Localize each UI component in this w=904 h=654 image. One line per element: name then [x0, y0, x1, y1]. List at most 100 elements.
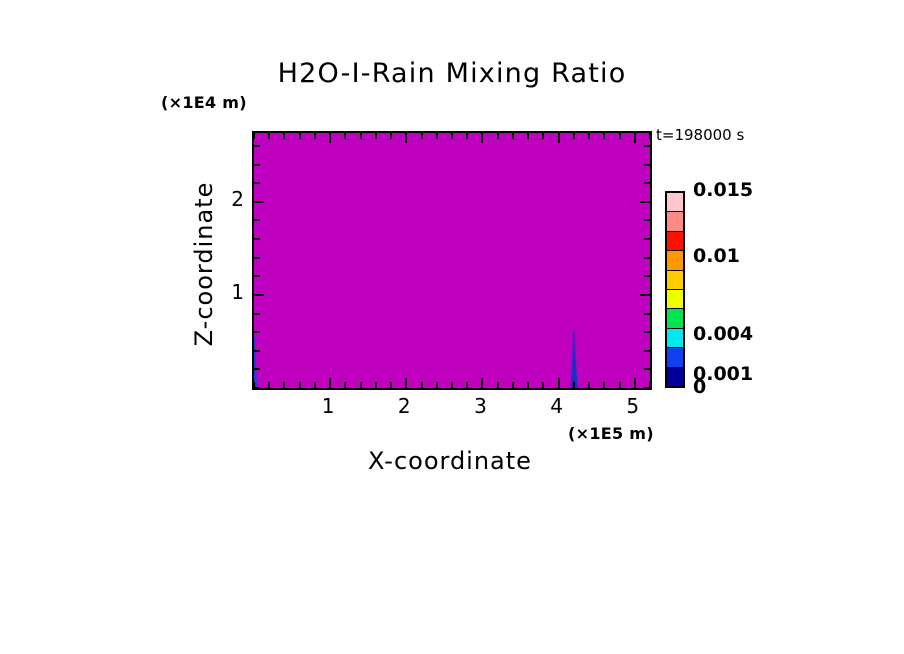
x-tick	[633, 378, 636, 388]
x-tick-top	[390, 133, 393, 139]
x-tick-top	[374, 133, 377, 139]
y-tick-label: 2	[231, 186, 244, 211]
x-tick	[359, 382, 362, 388]
y-tick	[254, 182, 260, 185]
y-tick	[254, 387, 260, 388]
y-tick-right	[640, 200, 650, 203]
x-tick-label: 1	[321, 394, 335, 418]
x-tick-top	[451, 133, 453, 139]
y-tick-right	[644, 238, 650, 241]
y-tick-right	[640, 293, 650, 296]
x-tick-top	[557, 133, 560, 143]
x-tick	[344, 382, 347, 388]
x-tick	[618, 382, 621, 388]
x-tick-label: 5	[626, 394, 640, 418]
x-tick-top	[618, 133, 621, 139]
y-tick	[254, 200, 264, 203]
y-tick	[254, 145, 260, 148]
x-tick-top	[572, 133, 575, 139]
x-tick-top	[344, 133, 347, 139]
y-tick	[254, 238, 260, 241]
x-tick	[496, 382, 499, 388]
colorbar-band-orange	[667, 250, 683, 270]
colorbar-band-red	[667, 230, 683, 251]
y-axis-unit-label: (×1E4 m)	[161, 93, 247, 112]
x-tick-top	[527, 133, 530, 139]
x-tick-label: 4	[550, 394, 563, 418]
y-tick-right	[644, 368, 650, 371]
x-tick	[374, 382, 377, 388]
colorbar-tick-label: 0.004	[693, 323, 754, 346]
y-tick-right	[644, 312, 650, 315]
y-tick	[254, 312, 260, 315]
y-tick-right	[644, 256, 650, 259]
plot-area	[252, 131, 652, 390]
y-tick	[254, 256, 260, 259]
x-tick	[283, 382, 286, 388]
y-tick-right	[644, 182, 650, 185]
x-tick	[254, 382, 255, 388]
x-tick-top	[603, 133, 606, 139]
colorbar-band-blue	[667, 347, 683, 367]
x-tick	[420, 382, 423, 388]
x-tick-top	[435, 133, 438, 139]
y-tick	[254, 368, 260, 371]
x-tick-label: 2	[397, 394, 411, 418]
x-tick	[649, 382, 650, 388]
y-tick	[254, 331, 260, 334]
x-tick-top	[254, 133, 255, 139]
colorbar-tick-label: 0	[693, 376, 707, 398]
y-tick-label: 1	[231, 279, 244, 304]
x-tick-top	[359, 133, 362, 139]
x-tick-top	[511, 133, 514, 139]
x-tick	[435, 382, 438, 388]
x-tick-top	[405, 133, 408, 143]
y-tick-right	[644, 145, 650, 148]
colorbar-tick-label: 0.001	[693, 362, 754, 385]
x-tick	[405, 378, 408, 388]
x-axis-title: X-coordinate	[368, 447, 532, 475]
x-tick-top	[298, 133, 301, 139]
colorbar-band-gold	[667, 269, 683, 290]
x-tick	[390, 382, 393, 388]
colorbar-band-salmon	[667, 211, 683, 231]
colorbar-band-cyan	[667, 327, 683, 348]
page-title: H2O-I-Rain Mixing Ratio	[277, 58, 627, 89]
x-tick	[542, 382, 545, 388]
y-tick	[254, 349, 260, 352]
y-tick	[254, 163, 260, 166]
x-tick-top	[466, 133, 469, 139]
x-tick	[268, 382, 271, 388]
x-tick-label: 3	[474, 394, 487, 418]
x-tick	[527, 382, 530, 388]
y-tick-right	[644, 219, 650, 222]
y-tick-right	[644, 349, 650, 352]
y-tick	[254, 275, 260, 278]
x-tick	[572, 382, 575, 388]
time-annotation: t=198000 s	[656, 126, 745, 144]
x-tick	[451, 382, 453, 388]
x-tick-top	[496, 133, 499, 139]
x-axis-unit-label: (×1E5 m)	[568, 424, 654, 443]
colorbar-band-green	[667, 308, 683, 328]
x-tick-top	[268, 133, 271, 139]
x-tick-top	[329, 133, 332, 143]
x-tick-top	[283, 133, 286, 139]
x-tick-top	[420, 133, 423, 139]
x-tick	[588, 382, 591, 388]
x-tick	[557, 378, 560, 388]
y-tick-right	[644, 387, 650, 388]
colorbar	[665, 191, 685, 388]
y-axis-title: Z-coordinate	[190, 181, 218, 347]
heatmap-field	[254, 133, 650, 388]
x-tick	[313, 382, 316, 388]
x-tick	[603, 382, 606, 388]
x-tick-top	[588, 133, 591, 139]
y-tick-right	[644, 163, 650, 166]
x-tick	[466, 382, 469, 388]
x-tick-top	[649, 133, 650, 139]
x-tick-top	[633, 133, 636, 143]
colorbar-tick-label: 0.015	[693, 179, 754, 201]
y-tick	[254, 219, 260, 222]
x-tick	[329, 378, 332, 388]
